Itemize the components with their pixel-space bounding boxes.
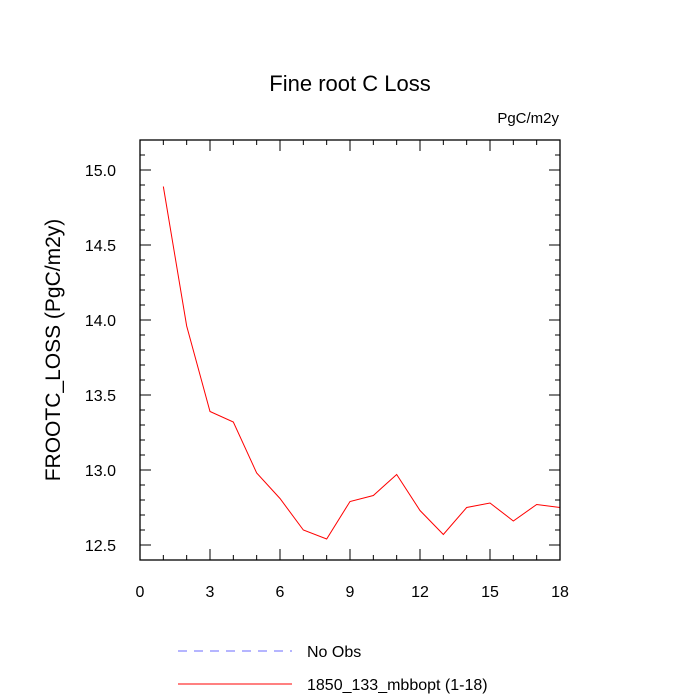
x-tick-label: 15 xyxy=(481,584,499,601)
y-axis-label: FROOTC_LOSS (PgC/m2y) xyxy=(42,219,65,482)
x-tick-label: 3 xyxy=(206,584,215,601)
axis-tick-labels: 0 3 6 9 12 15 18 12.5 13.0 13.5 14.0 14.5 15.0 xyxy=(85,163,569,601)
x-tick-label: 6 xyxy=(276,584,285,601)
plot-frame xyxy=(139,139,561,561)
legend-label-no-obs: No Obs xyxy=(307,644,361,661)
y-tick-label: 13.5 xyxy=(85,388,116,405)
y-tick-label: 14.5 xyxy=(85,238,116,255)
series-lines xyxy=(162,186,561,540)
chart-title: Fine root C Loss xyxy=(269,71,430,96)
axis-ticks xyxy=(139,139,561,561)
x-tick-label: 9 xyxy=(346,584,355,601)
x-tick-label: 0 xyxy=(136,584,145,601)
x-tick-label: 18 xyxy=(551,584,569,601)
y-tick-label: 14.0 xyxy=(85,313,116,330)
y-tick-label: 12.5 xyxy=(85,538,116,555)
units-label: PgC/m2y xyxy=(497,110,559,127)
x-tick-label: 12 xyxy=(411,584,429,601)
y-tick-label: 13.0 xyxy=(85,463,116,480)
legend-label-model: 1850_133_mbbopt (1-18) xyxy=(307,677,488,694)
y-tick-label: 15.0 xyxy=(85,163,116,180)
series-line-1 xyxy=(162,186,561,540)
legend: No Obs 1850_133_mbbopt (1-18) xyxy=(178,644,488,694)
